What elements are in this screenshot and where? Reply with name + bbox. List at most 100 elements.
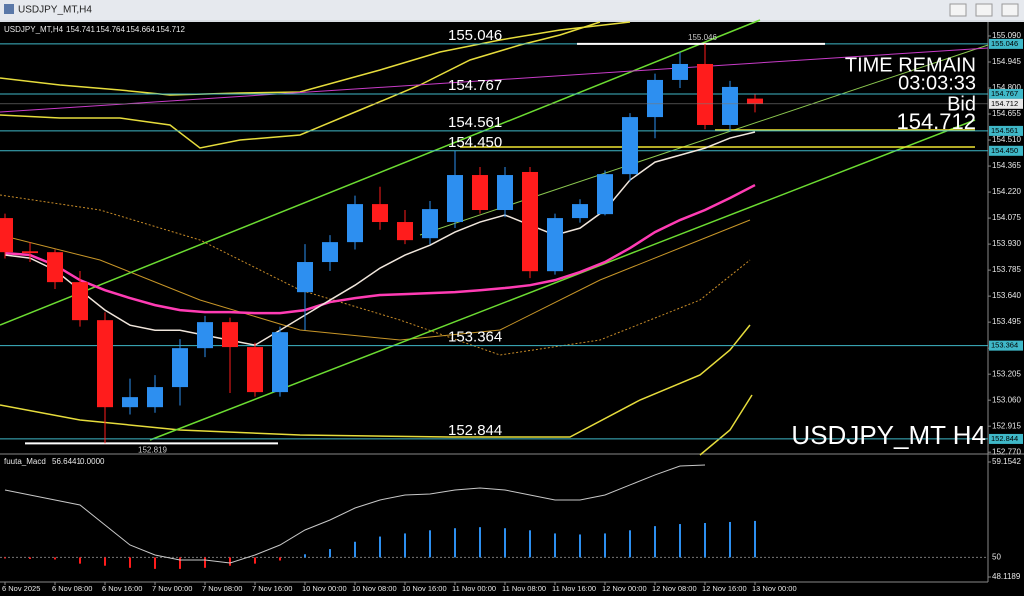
macd-bar xyxy=(29,557,31,559)
macd-bar xyxy=(704,523,706,558)
candle-body xyxy=(422,209,438,239)
y-tick-label: 153.495 xyxy=(992,317,1021,326)
trend-line xyxy=(0,47,989,113)
band-upper-inner xyxy=(0,21,601,149)
candle-body xyxy=(547,218,563,272)
candle-body xyxy=(172,348,188,388)
macd-bar xyxy=(754,520,756,558)
y-tick-label: 153.060 xyxy=(992,395,1021,404)
x-tick-label: 10 Nov 16:00 xyxy=(402,584,447,593)
x-tick-label: 12 Nov 16:00 xyxy=(702,584,747,593)
x-tick-label: 13 Nov 00:00 xyxy=(752,584,797,593)
candle-body xyxy=(397,222,413,241)
bid-price-label: 154.712 xyxy=(991,99,1018,108)
window-icon xyxy=(4,4,14,14)
macd-bar xyxy=(204,557,206,568)
bid-value: 154.712 xyxy=(896,109,976,134)
candle-body xyxy=(522,171,538,272)
level-label: 154.561 xyxy=(448,114,502,131)
candle-body xyxy=(247,347,263,393)
macd-bar xyxy=(429,530,431,558)
candle-body xyxy=(672,63,688,80)
candle-body xyxy=(22,251,38,254)
candle-body xyxy=(272,332,288,393)
session-low-label: 152.819 xyxy=(138,446,167,455)
candle-body xyxy=(622,117,638,175)
macd-tick-label: 50 xyxy=(992,553,1001,562)
level-label: 154.767 xyxy=(448,77,502,94)
level-price-box xyxy=(989,88,1023,99)
band-lower-outer xyxy=(699,394,753,456)
y-tick-label: 155.090 xyxy=(992,31,1021,40)
macd-bar xyxy=(604,533,606,558)
band-dotted xyxy=(0,194,751,356)
macd-tick-label: 48.1189 xyxy=(992,572,1021,581)
level-price-box xyxy=(989,340,1023,351)
macd-bar xyxy=(154,557,156,569)
channel-middle xyxy=(419,44,989,236)
macd-bar xyxy=(379,536,381,558)
macd-bar xyxy=(104,557,106,566)
symbol-label: USDJPY_MT,H4 xyxy=(4,25,64,34)
y-tick-label: 154.075 xyxy=(992,213,1021,222)
macd-bar xyxy=(404,533,406,558)
level-price-label: 153.364 xyxy=(991,341,1018,350)
level-price-box xyxy=(989,145,1023,156)
level-label: 152.844 xyxy=(448,422,502,439)
minimize-button[interactable] xyxy=(949,3,967,17)
y-tick-label: 152.770 xyxy=(992,447,1021,456)
macd-bar xyxy=(254,557,256,564)
ohlc-readout: 154.712 xyxy=(156,25,185,34)
macd-bar xyxy=(4,557,6,559)
y-tick-label: 154.945 xyxy=(992,57,1021,66)
level-price-label: 154.561 xyxy=(991,126,1018,135)
level-label: 153.364 xyxy=(448,329,502,346)
macd-bar xyxy=(479,527,481,558)
macd-bar xyxy=(79,557,81,564)
x-tick-label: 10 Nov 08:00 xyxy=(352,584,397,593)
x-tick-label: 7 Nov 08:00 xyxy=(202,584,242,593)
y-tick-label: 154.800 xyxy=(992,83,1021,92)
band-lower-inner xyxy=(0,324,751,438)
x-tick-label: 10 Nov 00:00 xyxy=(302,584,347,593)
candle-body xyxy=(447,175,463,223)
bid-price-box xyxy=(989,98,1023,109)
watermark: USDJPY_MT H4 xyxy=(791,420,986,450)
candle-body xyxy=(297,262,313,293)
macd-readout: 56.6441 xyxy=(52,457,81,466)
y-tick-label: 154.365 xyxy=(992,161,1021,170)
session-high-label: 155.046 xyxy=(688,33,717,42)
y-tick-label: 152.915 xyxy=(992,421,1021,430)
candle-body xyxy=(347,204,363,243)
candle-body xyxy=(747,98,763,104)
macd-bar xyxy=(279,557,281,561)
window-title: USDJPY_MT,H4 xyxy=(18,5,92,16)
maximize-button[interactable] xyxy=(975,3,993,17)
x-tick-label: 7 Nov 00:00 xyxy=(152,584,192,593)
candle-body xyxy=(372,204,388,223)
candle-body xyxy=(722,86,738,125)
title-bar xyxy=(0,0,1024,20)
level-label: 154.450 xyxy=(448,134,502,151)
close-button[interactable] xyxy=(1001,3,1019,17)
candle-body xyxy=(322,242,338,263)
level-price-label: 152.844 xyxy=(991,434,1018,443)
band-middle xyxy=(0,219,751,341)
macd-bar xyxy=(454,528,456,558)
candle-body xyxy=(647,79,663,118)
y-tick-label: 153.205 xyxy=(992,369,1021,378)
candle-body xyxy=(147,387,163,408)
candle-body xyxy=(0,218,13,253)
x-tick-label: 7 Nov 16:00 xyxy=(252,584,292,593)
candle-body xyxy=(197,322,213,349)
ohlc-readout: 154.664 xyxy=(126,25,155,34)
macd-tick-label: 59.1542 xyxy=(992,457,1021,466)
moving-average xyxy=(4,183,756,315)
candle-body xyxy=(472,175,488,211)
x-tick-label: 6 Nov 2025 xyxy=(2,584,40,593)
candle-body xyxy=(497,175,513,211)
band-upper-outer xyxy=(0,21,631,96)
macd-bar xyxy=(54,557,56,560)
